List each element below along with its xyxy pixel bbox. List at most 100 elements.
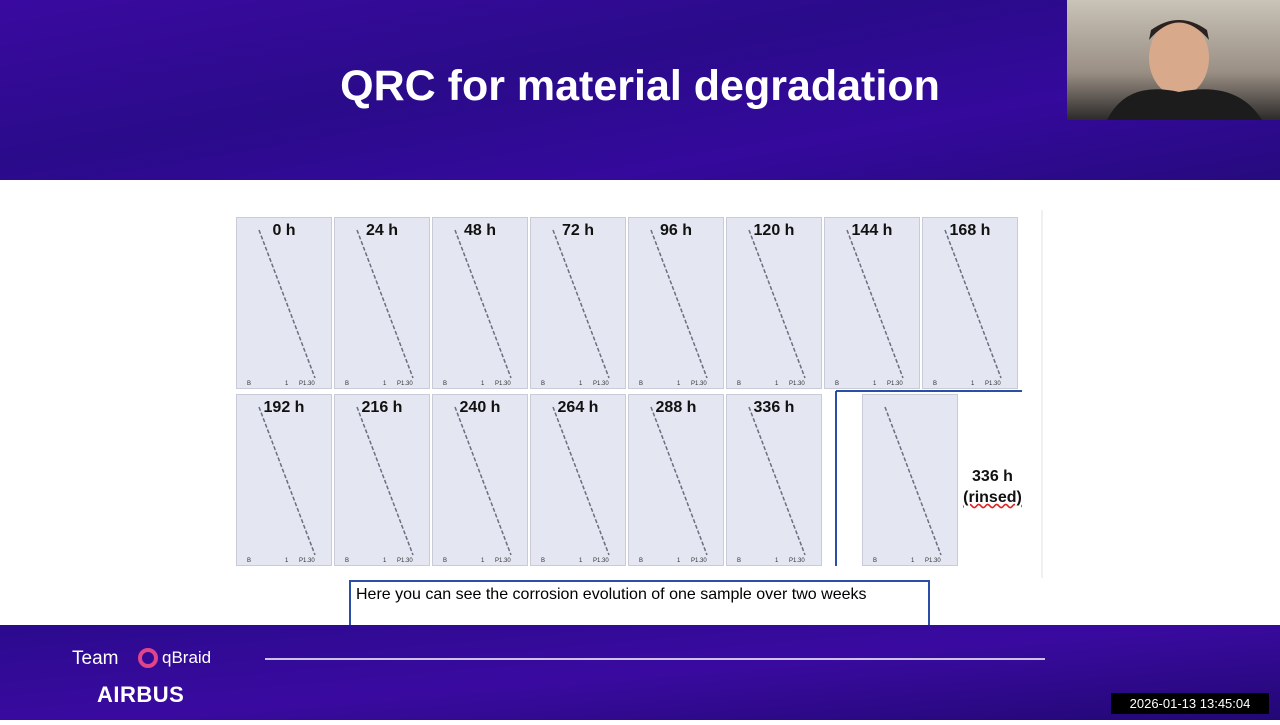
panel-mark: P1.30 — [691, 558, 707, 564]
scratch — [748, 229, 806, 379]
footer-decor — [138, 648, 1045, 668]
scratch — [846, 229, 904, 379]
time-label: 72 h — [561, 222, 594, 239]
panel-mark: B — [639, 381, 644, 387]
panel-mark: B — [873, 558, 878, 564]
time-label: 264 h — [557, 399, 599, 416]
panel-mark: 1 — [775, 558, 779, 564]
panel-mark: 1 — [677, 381, 681, 387]
scratch — [748, 406, 806, 556]
panel-mark: B — [541, 558, 546, 564]
panel-mark: P1.30 — [925, 558, 941, 564]
scratch — [944, 229, 1002, 379]
panel-mark: 1 — [579, 381, 583, 387]
panel-mark: B — [737, 381, 742, 387]
panel-mark: 1 — [873, 381, 877, 387]
panel-mark: B — [247, 558, 252, 564]
panel-mark: 1 — [481, 381, 485, 387]
panel-mark: B — [247, 381, 252, 387]
panel-mark: B — [737, 558, 742, 564]
panel-mark: P1.30 — [593, 558, 609, 564]
time-label: 240 h — [459, 399, 501, 416]
panel-mark: 1 — [775, 381, 779, 387]
webcam-feed — [1067, 0, 1280, 120]
scratch — [650, 229, 708, 379]
scratch — [552, 229, 610, 379]
sample-image: 288 h B 1 P1.30 — [628, 394, 724, 566]
scratch — [454, 229, 512, 379]
webcam-person — [1107, 20, 1262, 120]
time-label: 0 h — [272, 222, 296, 239]
sample-image: 0 h B 1 P1.30 — [236, 217, 332, 389]
sample-image: 168 h B 1 P1.30 — [922, 217, 1018, 389]
time-label: 168 h — [949, 222, 991, 239]
sample-image: 216 h B 1 P1.30 — [334, 394, 430, 566]
panel-mark: B — [933, 381, 938, 387]
panel-mark: 1 — [383, 381, 387, 387]
panel-mark: B — [835, 381, 840, 387]
time-label: 144 h — [851, 222, 893, 239]
panel-mark: P1.30 — [397, 381, 413, 387]
sample-image: 96 h B 1 P1.30 — [628, 217, 724, 389]
sample-image: B 1 P1.30 — [862, 394, 958, 566]
panel-mark: B — [541, 381, 546, 387]
sample-image: 264 h B 1 P1.30 — [530, 394, 626, 566]
panel-mark: 1 — [971, 381, 975, 387]
panel-mark: 1 — [677, 558, 681, 564]
scratch — [650, 406, 708, 556]
panel-mark: 1 — [383, 558, 387, 564]
panel-mark: B — [443, 381, 448, 387]
panel-mark: P1.30 — [789, 381, 805, 387]
sample-image: 240 h B 1 P1.30 — [432, 394, 528, 566]
panel-mark: B — [345, 558, 350, 564]
panel-mark: 1 — [481, 558, 485, 564]
panel-mark: P1.30 — [397, 558, 413, 564]
panel-mark: B — [345, 381, 350, 387]
sponsor-label: AIRBUS — [97, 682, 185, 707]
sample-image: 72 h B 1 P1.30 — [530, 217, 626, 389]
rinsed-label: 336 h (rinsed) — [955, 466, 1030, 508]
sample-image: 192 h B 1 P1.30 — [236, 394, 332, 566]
rinsed-note: (rinsed) — [963, 489, 1022, 506]
time-label: 216 h — [361, 399, 403, 416]
scratch — [258, 229, 316, 379]
sample-image: 48 h B 1 P1.30 — [432, 217, 528, 389]
panel-mark: P1.30 — [593, 381, 609, 387]
sample-image: 24 h B 1 P1.30 — [334, 217, 430, 389]
panel-mark: P1.30 — [495, 558, 511, 564]
time-label: 288 h — [655, 399, 697, 416]
slide-header — [0, 0, 1280, 180]
scratch — [454, 406, 512, 556]
team-label: Team — [72, 648, 119, 669]
sample-image: 144 h B 1 P1.30 — [824, 217, 920, 389]
sample-image: 336 h B 1 P1.30 — [726, 394, 822, 566]
scratch — [356, 406, 414, 556]
scratch — [884, 406, 942, 556]
panel-mark: B — [443, 558, 448, 564]
panel-mark: 1 — [579, 558, 583, 564]
time-label: 192 h — [263, 399, 305, 416]
panel-mark: P1.30 — [887, 381, 903, 387]
scratch — [552, 406, 610, 556]
time-label: 336 h — [753, 399, 795, 416]
time-label: 96 h — [659, 222, 692, 239]
panel-mark: P1.30 — [789, 558, 805, 564]
slide-footer — [0, 625, 1280, 720]
scratch — [356, 229, 414, 379]
panel-mark: 1 — [285, 558, 289, 564]
timestamp: 2026-01-13 13:45:04 — [1111, 693, 1269, 714]
time-label: 48 h — [463, 222, 496, 239]
time-label: 24 h — [365, 222, 398, 239]
brand-label: qBraid — [162, 648, 212, 667]
sample-image: 120 h B 1 P1.30 — [726, 217, 822, 389]
rinsed-time: 336 h — [972, 468, 1013, 485]
slide-title: QRC for material degradation — [340, 62, 940, 110]
panel-mark: 1 — [911, 558, 915, 564]
scratch — [258, 406, 316, 556]
panel-mark: P1.30 — [691, 381, 707, 387]
panel-mark: B — [639, 558, 644, 564]
subtitle-caption: Here you can see the corrosion evolution… — [349, 580, 930, 633]
time-label: 120 h — [753, 222, 795, 239]
panel-mark: P1.30 — [985, 381, 1001, 387]
